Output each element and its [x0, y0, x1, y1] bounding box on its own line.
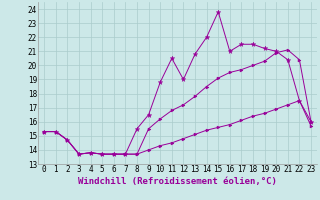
X-axis label: Windchill (Refroidissement éolien,°C): Windchill (Refroidissement éolien,°C) [78, 177, 277, 186]
